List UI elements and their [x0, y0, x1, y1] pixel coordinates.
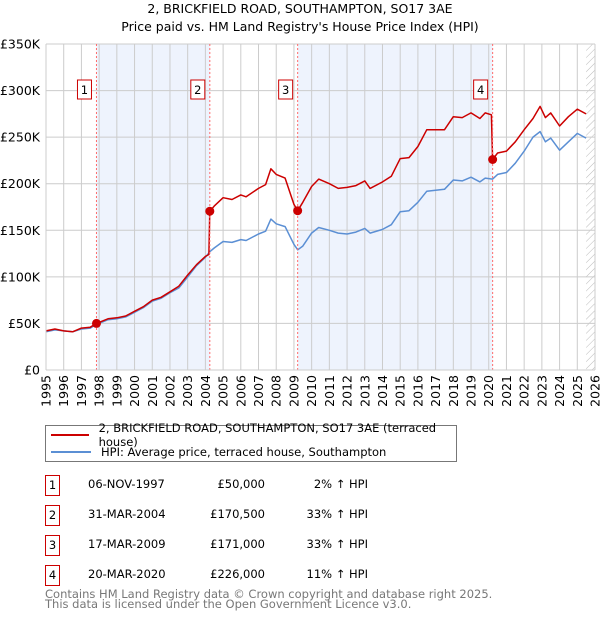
sale-hpi-diff: 33% ↑ HPI [306, 507, 368, 521]
series-line-price [45, 105, 587, 333]
chart-subtitle: Price paid vs. HM Land Registry's House … [121, 19, 478, 34]
x-tick-label: 2009 [286, 375, 301, 407]
x-tick-label: 1995 [39, 375, 54, 407]
sale-label: 3 [282, 83, 289, 97]
chart-legend: 2, BRICKFIELD ROAD, SOUTHAMPTON, SO17 3A… [45, 421, 457, 462]
footer: Contains HM Land Registry data © Crown c… [45, 587, 493, 611]
footer-copyright: Contains HM Land Registry data © Crown c… [45, 587, 493, 601]
sale-label-box [76, 79, 92, 100]
x-tick-label: 2014 [375, 375, 390, 407]
x-tick-label: 2019 [464, 375, 479, 407]
sale-label: 4 [477, 83, 484, 97]
sale-period-shade [297, 44, 493, 370]
x-tick-label: 2022 [517, 375, 532, 407]
sale-price: £226,000 [210, 567, 265, 581]
x-tick-label: 2016 [410, 375, 425, 407]
sale-date: 06-NOV-1997 [88, 477, 165, 491]
x-tick-label: 2024 [552, 375, 567, 407]
legend-item-price: 2, BRICKFIELD ROAD, SOUTHAMPTON, SO17 3A… [51, 421, 456, 449]
sale-price: £171,000 [210, 537, 265, 551]
legend-swatch-price [51, 434, 89, 436]
sale-price: £50,000 [217, 477, 265, 491]
sale-point [488, 154, 498, 164]
sale-label: 2 [194, 83, 201, 97]
sale-date: 31-MAR-2004 [88, 507, 166, 521]
x-tick-label: 2013 [357, 375, 372, 407]
y-tick-label: £200K [0, 176, 41, 191]
sale-date: 20-MAR-2020 [88, 567, 166, 581]
sale-row: 3 17-MAR-2009 £171,000 33% ↑ HPI [45, 535, 465, 556]
sale-point [293, 206, 303, 216]
sale-number-badge: 3 [45, 535, 60, 556]
legend-label-hpi: HPI: Average price, terraced house, Sout… [101, 445, 387, 459]
series-line-hpi [45, 130, 587, 333]
footer-licence: This data is licensed under the Open Gov… [45, 597, 412, 611]
price-chart: 2, BRICKFIELD ROAD, SOUTHAMPTON, SO17 3A… [0, 1, 600, 407]
x-tick-label: 2026 [588, 375, 600, 407]
x-tick-label: 2018 [446, 375, 461, 407]
x-tick-label: 1996 [56, 375, 71, 407]
sale-point [91, 318, 101, 328]
sale-label-box [278, 79, 294, 100]
y-tick-label: £100K [0, 269, 41, 284]
sale-hpi-diff: 2% ↑ HPI [313, 477, 368, 491]
y-tick-label: £250K [0, 130, 41, 145]
y-tick-label: £0 [24, 363, 40, 378]
sale-hpi-diff: 11% ↑ HPI [306, 567, 368, 581]
x-tick-label: 2003 [180, 375, 195, 407]
sale-hpi-diff: 33% ↑ HPI [306, 537, 368, 551]
sale-number-badge: 2 [45, 505, 60, 526]
sale-price: £170,500 [210, 507, 265, 521]
x-tick-label: 2015 [393, 375, 408, 407]
sale-row: 1 06-NOV-1997 £50,000 2% ↑ HPI [45, 475, 465, 496]
y-tick-label: £350K [0, 37, 41, 52]
sale-date: 17-MAR-2009 [88, 537, 166, 551]
sale-label-box [190, 79, 206, 100]
sale-row: 2 31-MAR-2004 £170,500 33% ↑ HPI [45, 505, 465, 526]
x-tick-label: 2011 [322, 375, 337, 407]
sale-label-box [473, 79, 489, 100]
x-tick-label: 2004 [198, 375, 213, 407]
x-tick-label: 2017 [428, 375, 443, 407]
legend-swatch-hpi [51, 451, 91, 453]
x-tick-label: 2007 [251, 375, 266, 407]
x-tick-label: 2002 [162, 375, 177, 407]
x-tick-label: 2012 [340, 375, 355, 407]
x-tick-label: 2006 [233, 375, 248, 407]
x-tick-label: 1997 [74, 375, 89, 407]
x-tick-label: 2005 [216, 375, 231, 407]
x-tick-label: 2010 [304, 375, 319, 407]
sale-row: 4 20-MAR-2020 £226,000 11% ↑ HPI [45, 565, 465, 586]
x-tick-label: 2000 [127, 375, 142, 407]
legend-label-price: 2, BRICKFIELD ROAD, SOUTHAMPTON, SO17 3A… [98, 421, 437, 449]
y-tick-label: £300K [0, 83, 41, 98]
y-tick-label: £50K [8, 316, 41, 331]
y-tick-label: £150K [0, 223, 41, 238]
x-tick-label: 2008 [269, 375, 284, 407]
x-tick-label: 2020 [481, 375, 496, 407]
x-tick-label: 1998 [92, 375, 107, 407]
sale-point [205, 206, 215, 216]
sale-number-badge: 1 [45, 475, 60, 496]
chart-title: 2, BRICKFIELD ROAD, SOUTHAMPTON, SO17 3A… [147, 1, 452, 16]
forecast-hatch [586, 44, 595, 370]
x-tick-label: 2001 [145, 375, 160, 407]
sale-number-badge: 4 [45, 565, 60, 586]
sale-label: 1 [81, 83, 88, 97]
x-tick-label: 1999 [109, 375, 124, 407]
x-tick-label: 2025 [570, 375, 585, 407]
x-tick-label: 2021 [499, 375, 514, 407]
legend-item-hpi: HPI: Average price, terraced house, Sout… [51, 444, 386, 460]
x-tick-label: 2023 [534, 375, 549, 407]
